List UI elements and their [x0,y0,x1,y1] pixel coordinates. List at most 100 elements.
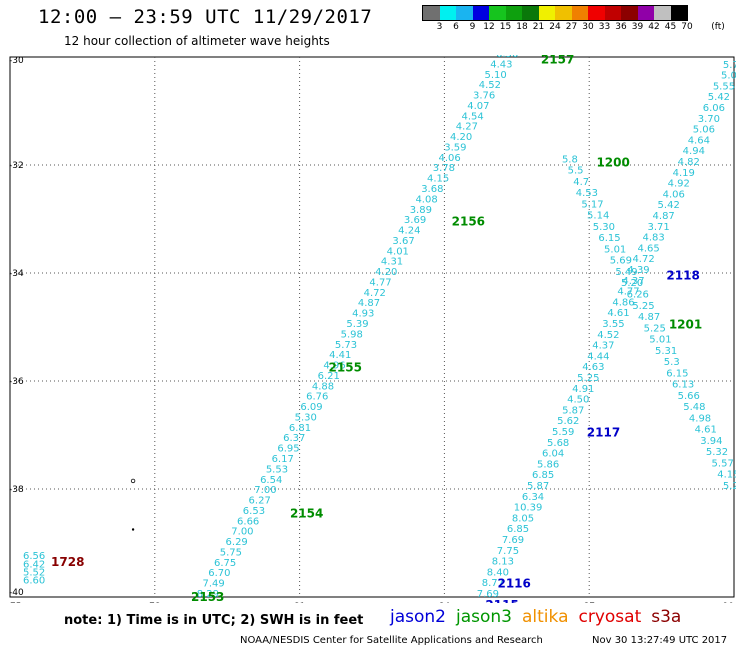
swh-value: 5.57 [712,458,734,469]
legend-label: 36 [615,22,627,32]
swh-value: 4.53 [576,188,598,199]
swh-value: 8.29 [197,589,219,600]
legend-label: 9 [469,22,476,32]
swh-value: 6.95 [277,444,299,455]
swh-value: 4.61 [695,425,717,436]
swh-value: 5.28 [723,481,736,492]
swh-value: 4.19 [673,168,695,179]
legend-label: 12 [483,22,495,32]
legend-label: 39 [631,22,644,32]
legend-label: (ft) [711,22,725,32]
swh-value: 4.65 [637,243,659,254]
swh-value: 6.53 [243,506,265,517]
swh-value: 4.87 [653,211,675,222]
legend-swatch [670,6,687,20]
lon-tick-label: 87 [583,602,594,603]
swh-value: 4.87 [358,298,380,309]
legend-label: 3 [436,22,443,32]
pass-label: 1200 [596,155,629,169]
swh-value: 4.63 [582,362,604,373]
swh-value: 3.70 [698,114,720,125]
swh-value: 3.67 [392,236,414,247]
swh-value: 6.04 [542,449,564,460]
legend-swatch [423,6,440,20]
swh-value: 5.69 [610,256,632,267]
swh-value: 6.36 [496,55,518,60]
legend-swatch [588,6,605,20]
legend-label: 27 [565,22,578,32]
swh-value: 6.76 [306,392,328,403]
swh-value: 5.87 [527,481,549,492]
footnote: note: 1) Time is in UTC; 2) SWH is in fe… [64,613,364,628]
swh-value: 6.27 [249,496,271,507]
swh-value: 6.85 [532,470,554,481]
generation-timestamp: Nov 30 13:27:49 UTC 2017 [592,635,728,646]
swh-value: 4.52 [597,330,619,341]
swh-value: 5.30 [295,412,317,423]
satellite-cryosat: cryosat [578,607,642,627]
swh-value: 3.68 [421,184,443,195]
swh-value: 5.42 [658,200,680,211]
pass-label: 2115 [485,598,518,603]
swh-value: 4.06 [438,153,460,164]
swh-value: 4.15 [427,174,449,185]
legend-label: 15 [499,22,512,32]
legend-swatch [571,6,588,20]
legend-label: 18 [516,22,528,32]
swh-value: 4.06 [663,189,685,200]
swh-value: 5.14 [587,211,609,222]
swh-value: 5.86 [537,459,559,470]
swh-value: 4.7 [573,177,589,188]
swh-value: 5.20 [621,278,643,289]
satellite-jason2: jason2 [390,607,446,627]
pass-label: 1201 [669,317,702,331]
swh-value: 6.75 [214,558,236,569]
legend-swatch [439,6,456,20]
wave-height-map[interactable]: 757881848790-30-32-34-36-38-406.364.435.… [8,55,736,603]
swh-value: 5.0 [721,71,736,82]
swh-value: 4.88 [312,381,334,392]
swh-value: 5.25 [644,323,666,334]
pass-label: 2157 [541,55,574,67]
swh-value: 4.20 [375,267,397,278]
swh-value: 6.26 [627,289,649,300]
swh-value: 4.01 [387,246,409,257]
swh-value: 5.10 [485,70,507,81]
legend-swatch [604,6,621,20]
swh-value: 8.13 [492,557,514,568]
pass-label: 2116 [497,577,530,591]
swh-value: 6.42 [23,559,45,570]
legend-label: 24 [549,22,561,32]
swh-value: 6.34 [522,492,544,503]
swh-value: 5.68 [547,438,569,449]
swh-value: 4.82 [678,157,700,168]
swh-value: 5.01 [604,244,626,255]
swh-value: 5.52 [23,567,45,578]
legend-swatch [472,6,489,20]
legend-swatch [522,6,539,20]
swh-value: 4.77 [617,287,639,298]
legend-label: 45 [664,22,677,32]
legend-label: 21 [532,22,545,32]
swh-value: 3.71 [648,222,670,233]
pass-label: 2117 [587,425,620,439]
swh-value: 4.52 [479,80,501,91]
swh-value: 4.44 [587,351,609,362]
swh-value: 4.87 [638,312,660,323]
swh-value: 7.49 [203,579,225,590]
swh-value: 4.72 [364,288,386,299]
swh-value: 4.98 [689,413,711,424]
swh-value: 6.09 [300,402,322,413]
legend-label: 33 [598,22,611,32]
lon-tick-label: 75 [10,602,21,603]
swh-value: 6.13 [672,380,694,391]
swh-value: 4.72 [632,254,654,265]
swh-value: 5.79 [723,60,736,71]
island-marker [131,528,135,531]
swh-value: 5.59 [552,427,574,438]
legend-label: 30 [582,22,594,32]
pass-label: 2155 [329,361,362,375]
swh-value: 6.37 [283,433,305,444]
swh-value: 4.07 [467,101,489,112]
legend-label: 6 [453,22,459,32]
